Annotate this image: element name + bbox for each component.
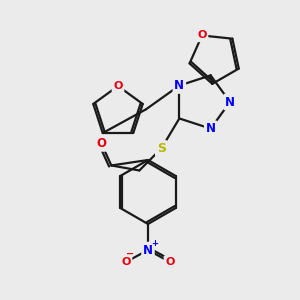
- Text: N: N: [143, 244, 153, 256]
- Text: O: O: [121, 257, 131, 267]
- Text: O: O: [197, 31, 207, 40]
- Text: O: O: [96, 137, 106, 150]
- Text: N: N: [206, 122, 216, 135]
- Text: O: O: [165, 257, 175, 267]
- Text: O: O: [113, 81, 123, 91]
- Text: N: N: [174, 79, 184, 92]
- Text: −: −: [126, 249, 134, 259]
- Text: S: S: [157, 142, 166, 155]
- Text: +: +: [152, 238, 158, 247]
- Text: N: N: [225, 95, 235, 109]
